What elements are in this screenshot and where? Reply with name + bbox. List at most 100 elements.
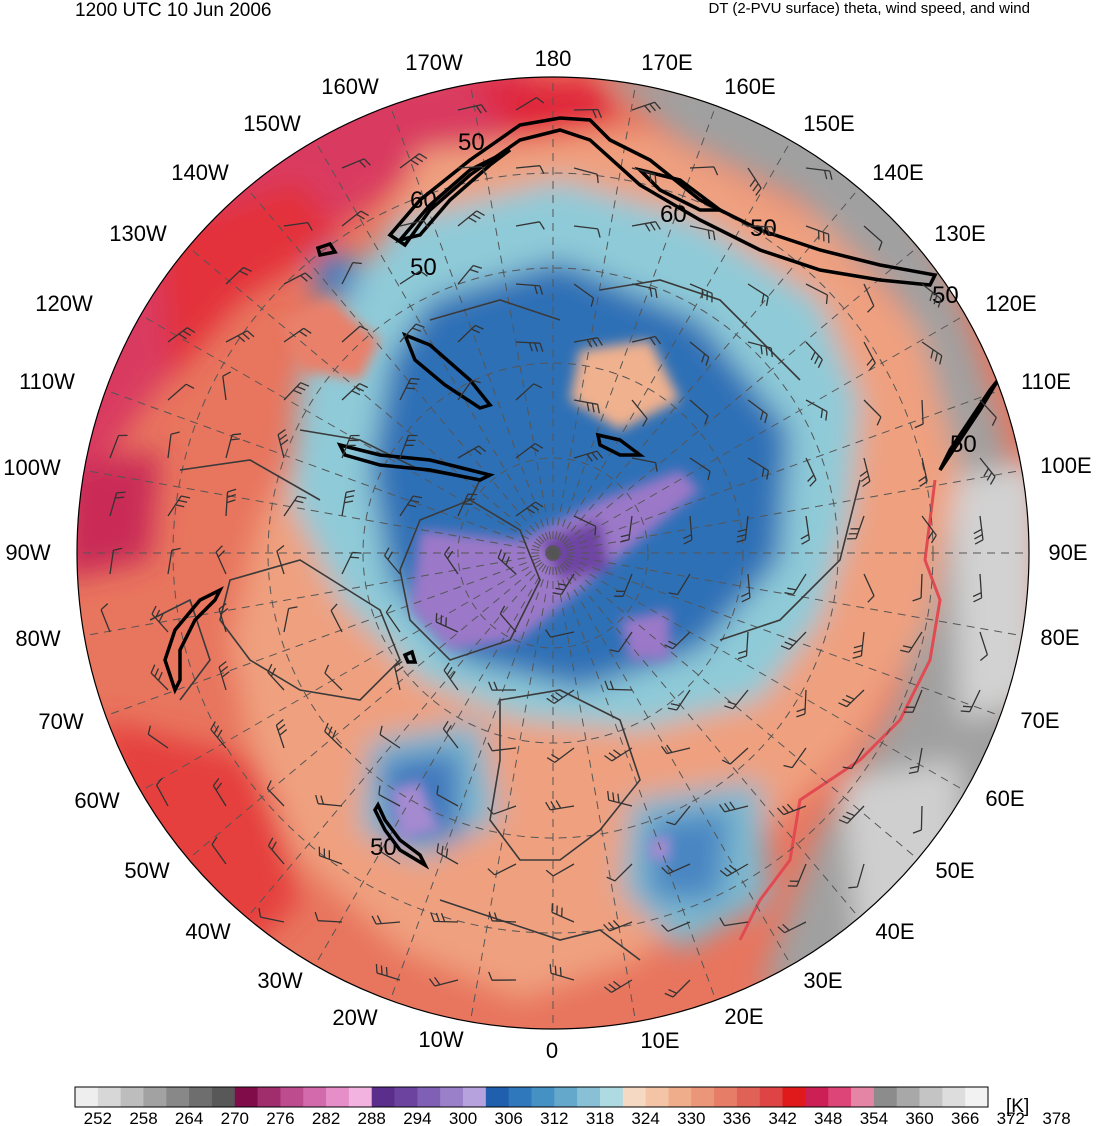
wind-barb bbox=[863, 283, 875, 313]
lon-label: 150E bbox=[803, 111, 854, 136]
colorbar-swatch bbox=[554, 1087, 578, 1107]
wind-barb bbox=[150, 664, 169, 691]
colorbar-tick-label: 300 bbox=[449, 1109, 477, 1126]
contour-label: 60 bbox=[660, 201, 687, 228]
contour-label: 60 bbox=[410, 187, 437, 214]
wind-barb bbox=[487, 863, 517, 876]
meridian-line bbox=[105, 389, 554, 554]
wind-barb bbox=[283, 272, 313, 285]
wind-barb bbox=[378, 785, 401, 807]
wind-barb bbox=[266, 780, 285, 807]
colorbar-swatch bbox=[759, 1087, 783, 1107]
wind-barb bbox=[167, 547, 181, 575]
colorbar-tick-label: 378 bbox=[1042, 1109, 1070, 1126]
wind-barb bbox=[805, 225, 830, 244]
wind-barb bbox=[436, 843, 459, 865]
wind-barb bbox=[689, 166, 719, 176]
contour-label: 50 bbox=[370, 834, 397, 861]
wind-barb bbox=[736, 515, 749, 543]
meridian-line bbox=[552, 552, 1001, 717]
colorbar-tick-label: 252 bbox=[84, 1109, 112, 1126]
contour-label: 50 bbox=[410, 254, 437, 281]
lon-label: 170E bbox=[641, 50, 692, 75]
wind-barb bbox=[747, 283, 769, 306]
wind-barb bbox=[283, 221, 313, 231]
wind-barb bbox=[805, 167, 833, 180]
colorbar-swatch bbox=[326, 1087, 350, 1107]
wind-barb bbox=[912, 573, 923, 602]
wind-barb bbox=[225, 488, 237, 517]
lon-label: 10E bbox=[640, 1028, 679, 1053]
wind-barb bbox=[109, 491, 126, 517]
wind-barb bbox=[846, 515, 865, 540]
wind-barb bbox=[267, 837, 285, 865]
colorbar-swatch bbox=[622, 1087, 647, 1107]
lon-label: 50E bbox=[935, 858, 974, 883]
wind-barb bbox=[399, 270, 428, 285]
meridian-line bbox=[552, 188, 860, 554]
colorbar-tick-label: 360 bbox=[905, 1109, 933, 1126]
colorbar-tick-label: 348 bbox=[814, 1109, 842, 1126]
wind-barb bbox=[631, 221, 661, 232]
wind-barb bbox=[603, 979, 633, 993]
map-boundary bbox=[76, 76, 1030, 1030]
colorbar-swatch bbox=[782, 1087, 806, 1107]
colorbar-tick-label: 282 bbox=[312, 1109, 340, 1126]
wind-barb bbox=[457, 493, 477, 517]
meridian-line bbox=[552, 389, 1001, 554]
colorbar-swatch bbox=[189, 1087, 213, 1107]
meridian-line bbox=[314, 552, 554, 966]
colorbar-swatch bbox=[873, 1087, 898, 1107]
wind-barb bbox=[457, 166, 487, 176]
wind-barb bbox=[341, 434, 360, 459]
wind-barb bbox=[666, 805, 691, 826]
colorbar-swatch bbox=[371, 1087, 395, 1107]
wind-barb bbox=[399, 153, 428, 169]
wind-barb bbox=[488, 911, 517, 923]
wind-barb bbox=[457, 324, 484, 343]
wind-barb bbox=[960, 689, 981, 713]
wind-barb bbox=[914, 399, 924, 429]
wind-barb bbox=[683, 515, 693, 545]
wind-barb bbox=[805, 399, 828, 421]
wind-barb bbox=[371, 915, 401, 925]
colorbar-swatch bbox=[736, 1087, 761, 1107]
wind-speed-contours bbox=[163, 116, 1000, 870]
wind-barb bbox=[805, 341, 823, 368]
lon-label: 110E bbox=[1021, 369, 1071, 394]
wind-barb bbox=[443, 546, 459, 575]
wind-barb bbox=[972, 573, 983, 603]
wind-barb bbox=[664, 631, 691, 650]
wind-barb bbox=[225, 330, 255, 343]
wind-barb bbox=[399, 434, 418, 459]
colorbar-swatch bbox=[348, 1087, 373, 1107]
wind-barb bbox=[852, 631, 865, 659]
lon-label: 30E bbox=[803, 968, 842, 993]
wind-barb bbox=[545, 629, 575, 638]
wind-barb bbox=[283, 327, 312, 343]
latitude-circle bbox=[457, 457, 649, 649]
wind-barb bbox=[515, 501, 544, 517]
latitude-circle bbox=[267, 267, 839, 839]
lon-label: 180 bbox=[535, 46, 572, 71]
wind-barb bbox=[324, 722, 343, 749]
wind-barbs bbox=[100, 97, 997, 998]
wind-barb bbox=[900, 631, 923, 653]
wind-barb bbox=[620, 515, 633, 543]
wind-barb bbox=[457, 379, 481, 401]
wind-barb bbox=[912, 805, 923, 834]
wind-barb bbox=[604, 747, 633, 762]
lon-label: 20E bbox=[724, 1004, 763, 1029]
wind-barb bbox=[747, 399, 768, 424]
theta-field bbox=[77, 77, 1029, 1029]
wind-barb bbox=[718, 801, 749, 813]
wind-barb bbox=[979, 631, 989, 662]
wind-barb bbox=[848, 863, 865, 889]
wind-barb bbox=[379, 725, 401, 749]
meridian-line bbox=[552, 552, 966, 792]
wind-barb bbox=[737, 631, 749, 660]
colorbar-swatch bbox=[965, 1087, 989, 1107]
colorbar-tick-label: 306 bbox=[495, 1109, 523, 1126]
meridian-line bbox=[314, 140, 554, 554]
wind-barb bbox=[341, 325, 369, 343]
